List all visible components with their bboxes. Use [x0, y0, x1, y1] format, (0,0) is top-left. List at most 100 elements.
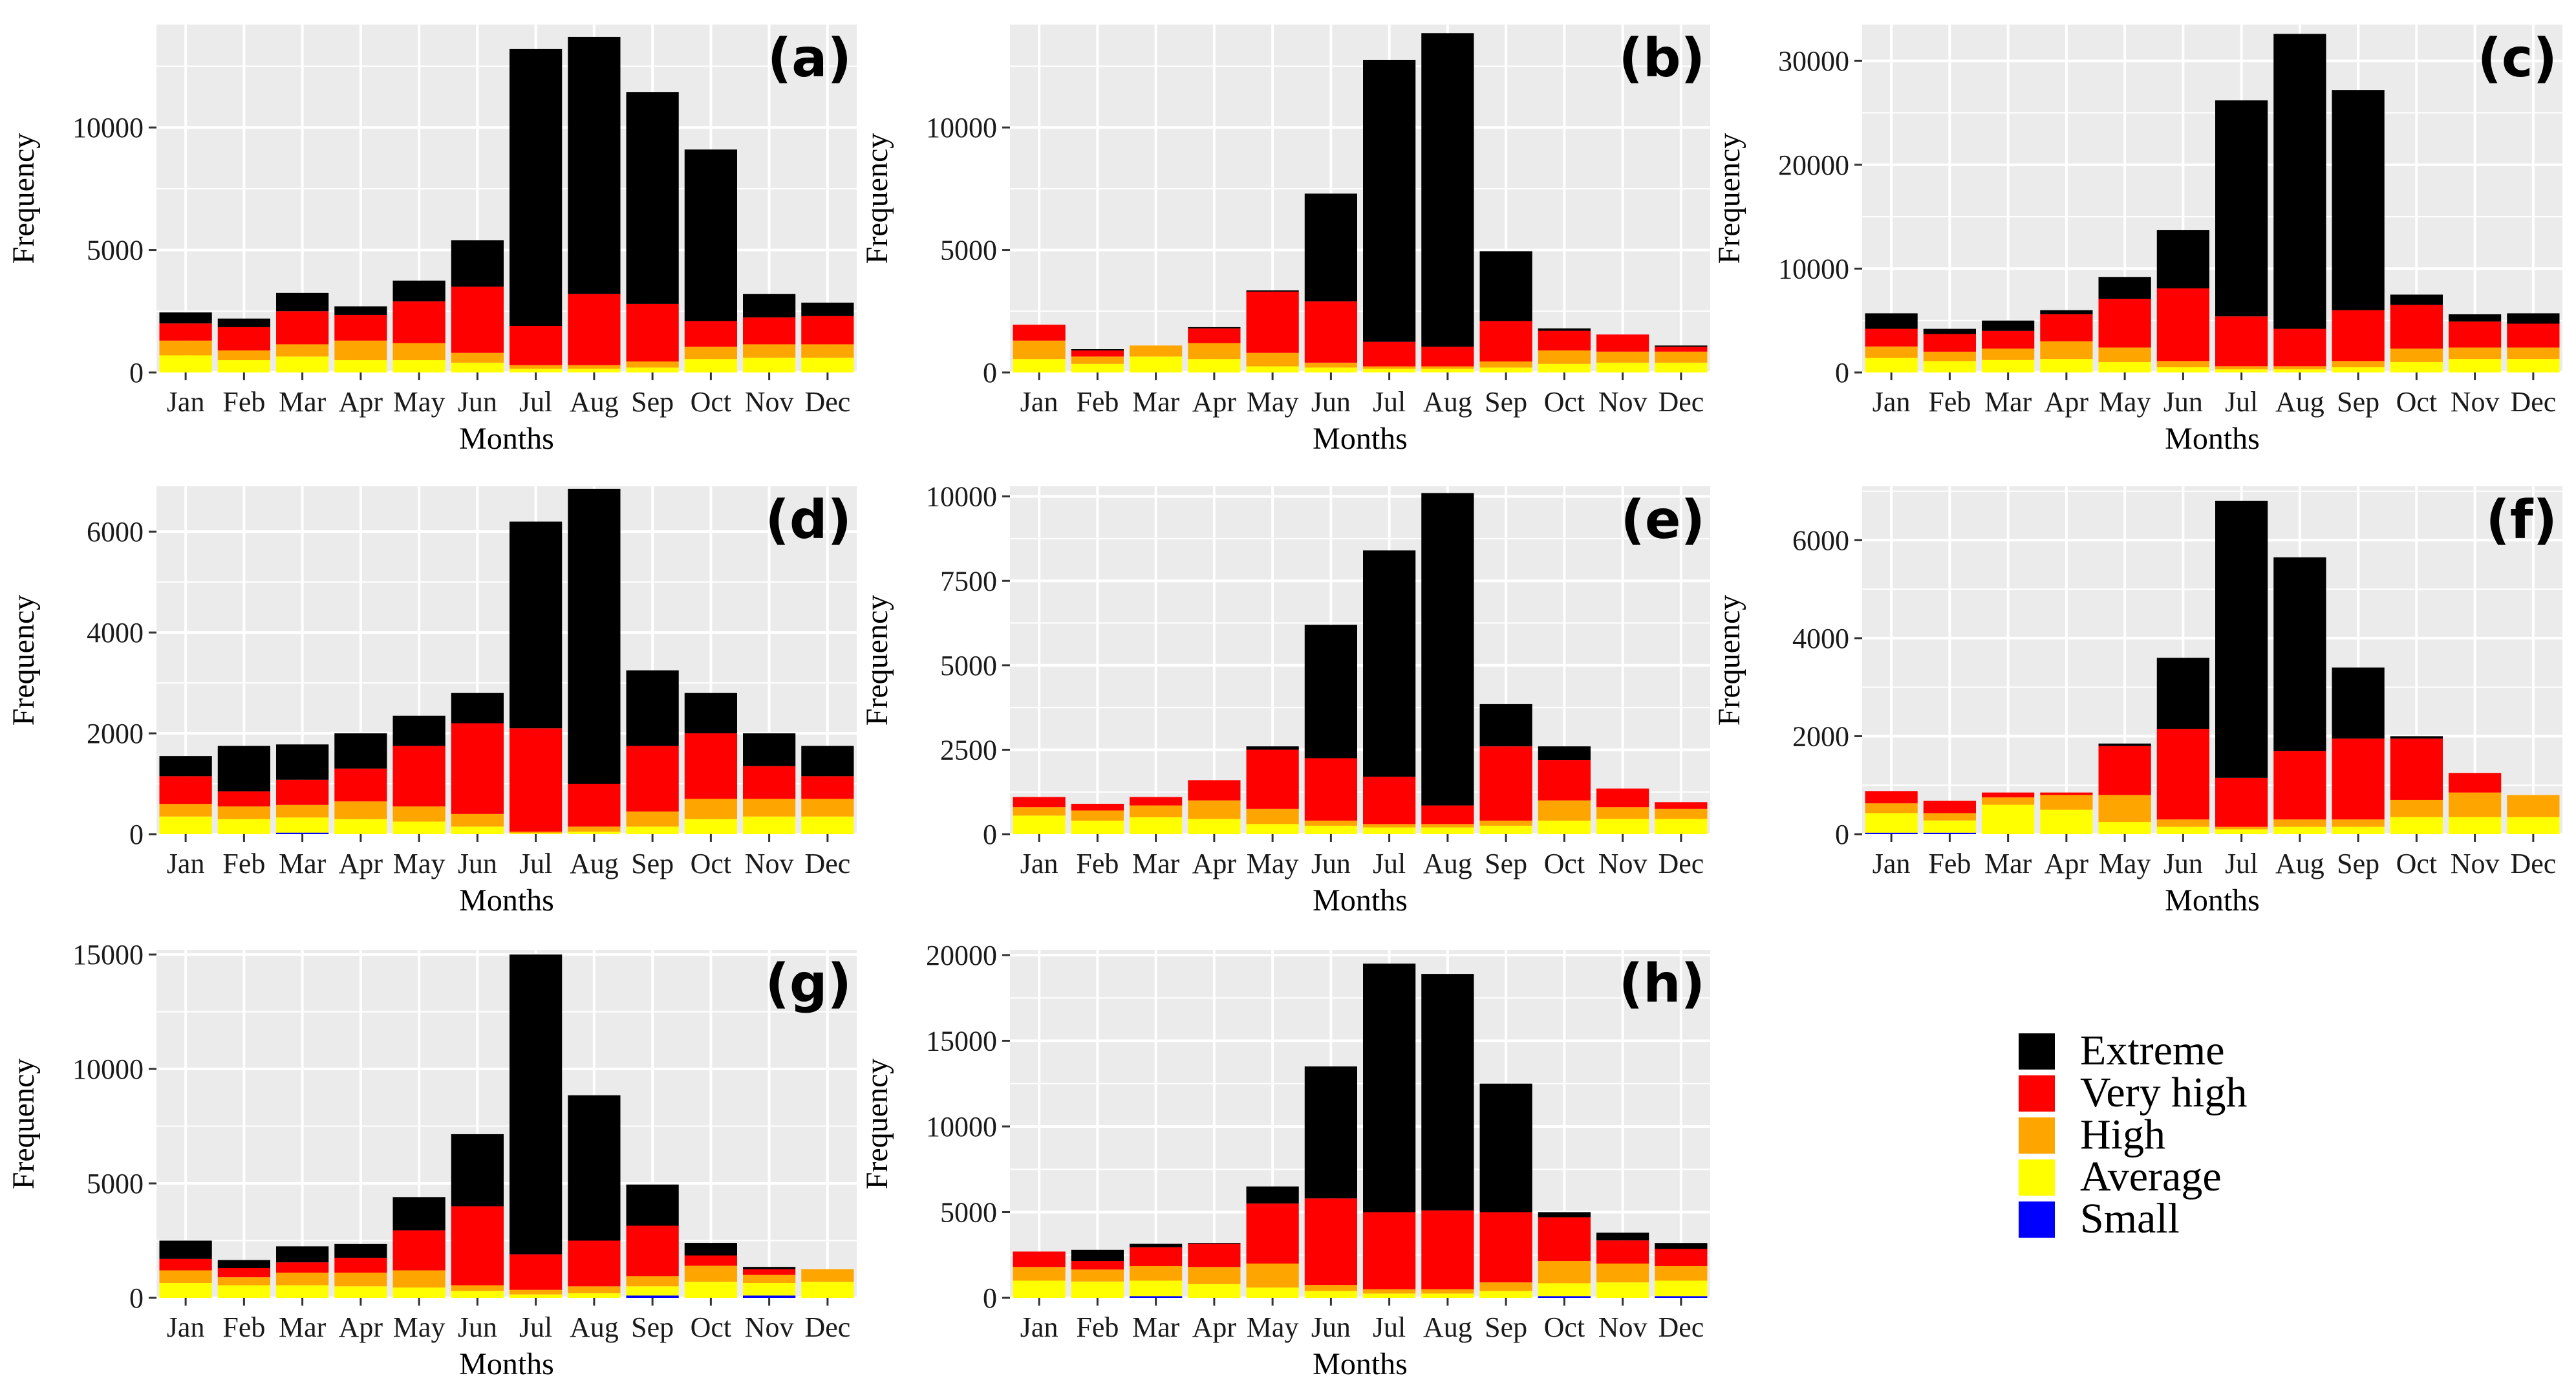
bar-segment-high: [1071, 356, 1124, 364]
bar-segment-average: [1130, 356, 1183, 372]
bar-segment-average: [451, 362, 504, 372]
x-tick-label: Jan: [1873, 848, 1911, 879]
bar-segment-very-high: [1421, 805, 1474, 824]
bar-segment-high: [626, 361, 679, 368]
x-tick-label: Jul: [2225, 386, 2258, 418]
x-axis-title: Months: [2165, 422, 2260, 456]
bar-segment-very-high: [1188, 328, 1241, 343]
bar-segment-small: [1865, 832, 1918, 834]
bar-segment-extreme: [334, 306, 387, 315]
bar-segment-average: [1246, 366, 1299, 372]
bar-segment-extreme: [1188, 327, 1241, 328]
y-tick-label: 0: [129, 819, 144, 850]
bar-segment-high: [1130, 1265, 1183, 1281]
bar-segment-average: [1246, 1287, 1299, 1298]
x-tick-label: Oct: [2396, 386, 2438, 418]
x-tick-label: Apr: [2045, 848, 2089, 879]
bar-segment-high: [2507, 347, 2560, 360]
legend-item-high: High: [2019, 1111, 2165, 1158]
x-tick-label: Aug: [2275, 848, 2324, 879]
y-tick-label: 6000: [87, 516, 144, 548]
bar-segment-very-high: [2098, 746, 2151, 795]
x-tick-label: Nov: [1598, 386, 1648, 418]
plot-background: [1010, 950, 1710, 1298]
x-tick-label: Nov: [2451, 386, 2500, 418]
x-tick-label: Jul: [1373, 1311, 1406, 1343]
x-tick-label: Apr: [2045, 386, 2089, 418]
bar-segment-high: [743, 1275, 796, 1283]
x-tick-label: Nov: [1598, 1311, 1648, 1343]
bar-segment-very-high: [392, 301, 445, 343]
y-tick-label: 10000: [926, 112, 997, 144]
bar-segment-very-high: [510, 326, 563, 365]
y-tick-label: 0: [1835, 357, 1849, 389]
x-tick-label: Nov: [1598, 848, 1648, 879]
x-axis-title: Months: [1313, 883, 1408, 918]
x-tick-label: Mar: [279, 848, 327, 879]
y-tick-label: 0: [983, 819, 997, 850]
bar-segment-very-high: [1363, 341, 1416, 367]
bar-segment-extreme: [2390, 736, 2443, 739]
bar-segment-average: [1865, 813, 1918, 833]
bar-segment-average: [1130, 817, 1183, 834]
bar-segment-high: [1130, 805, 1183, 817]
bar-segment-extreme: [2040, 310, 2093, 315]
bar-segment-extreme: [1363, 550, 1416, 777]
bar-segment-average: [1304, 1291, 1357, 1298]
bar-segment-high: [2098, 795, 2151, 823]
bar-segment-average: [1596, 1282, 1649, 1298]
y-tick-label: 4000: [87, 617, 144, 649]
bar-segment-very-high: [568, 1240, 621, 1287]
bar-segment-extreme: [1655, 1243, 1708, 1249]
x-tick-label: Jan: [167, 848, 205, 879]
bar-segment-very-high: [1865, 328, 1918, 347]
y-tick-label: 0: [129, 1282, 144, 1314]
bar-segment-average: [2332, 826, 2385, 834]
bar-segment-very-high: [1479, 321, 1532, 361]
bar-segment-extreme: [1538, 1212, 1591, 1218]
y-axis-title: Frequency: [6, 133, 41, 264]
bar-segment-average: [334, 1286, 387, 1298]
bar-segment-extreme: [159, 1240, 212, 1259]
x-tick-label: Jan: [167, 1311, 205, 1343]
bar-segment-high: [451, 813, 504, 827]
bar-segment-small: [1130, 1296, 1183, 1298]
bar-segment-average: [1188, 359, 1241, 372]
bar-segment-high: [159, 1270, 212, 1283]
bar-segment-high: [217, 1277, 270, 1286]
bar-segment-very-high: [568, 784, 621, 827]
bar-segment-small: [276, 832, 329, 834]
bar-segment-high: [2040, 341, 2093, 360]
x-tick-label: Jan: [167, 386, 205, 418]
bar-segment-extreme: [1304, 193, 1357, 302]
bar-segment-very-high: [451, 723, 504, 814]
bar-segment-very-high: [1071, 1261, 1124, 1270]
bar-segment-average: [2040, 359, 2093, 372]
plot-background: [1862, 25, 2562, 372]
bar-segment-very-high: [1655, 1249, 1708, 1266]
bar-segment-average: [1596, 819, 1649, 834]
bar-segment-extreme: [510, 954, 563, 1255]
panel-b: 0 5000 10000 Jan Feb Mar Apr May Jun Jul Aug Sep Oct…: [860, 25, 1710, 456]
bar-segment-average: [2273, 826, 2326, 834]
x-tick-label: Oct: [2396, 848, 2438, 879]
x-axis-title: Months: [2165, 883, 2260, 918]
x-tick-label: Feb: [222, 848, 265, 879]
bar-segment-high: [1130, 345, 1183, 357]
bar-segment-high: [801, 799, 854, 817]
bar-segment-very-high: [1655, 802, 1708, 809]
bar-segment-high: [1538, 350, 1591, 364]
x-tick-label: Feb: [1928, 848, 1971, 879]
bar-segment-high: [392, 806, 445, 822]
x-tick-label: Aug: [1423, 848, 1472, 879]
bar-segment-very-high: [1071, 803, 1124, 811]
y-tick-label: 0: [983, 1282, 997, 1314]
bar-segment-very-high: [1538, 1217, 1591, 1262]
bar-segment-very-high: [2390, 738, 2443, 800]
y-tick-label: 10000: [72, 112, 144, 144]
bar-segment-extreme: [801, 746, 854, 777]
bar-segment-very-high: [276, 311, 329, 345]
x-tick-label: Jan: [1020, 386, 1058, 418]
bar-segment-extreme: [1479, 1083, 1532, 1212]
bar-segment-average: [568, 1293, 621, 1298]
